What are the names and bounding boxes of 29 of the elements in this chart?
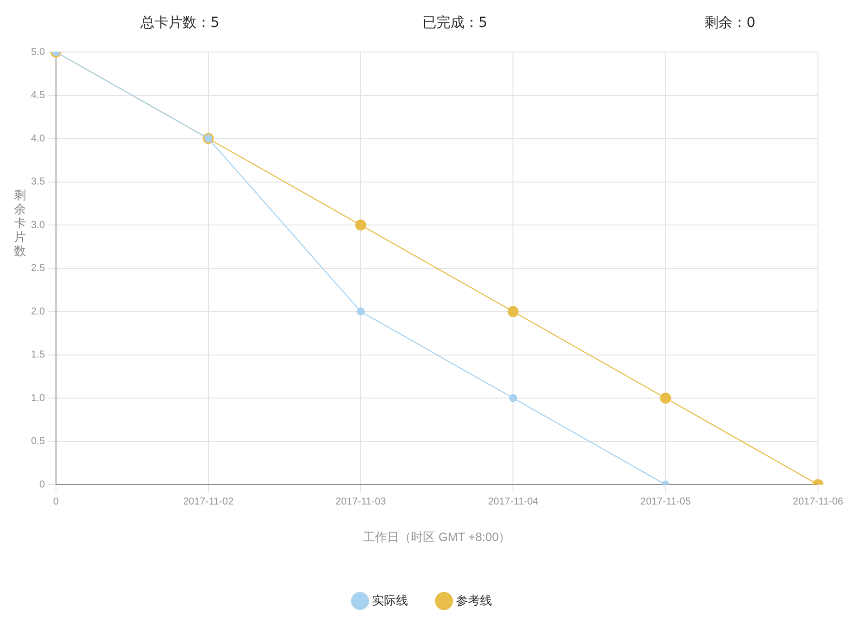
text: 总卡片数：5 (140, 14, 220, 32)
y-tick-label: 5.0 (30, 46, 46, 58)
x-tick-label: 2017-11-04 (488, 496, 539, 508)
y-tick-label: 0.5 (30, 436, 46, 448)
y-tick-label: 4.5 (30, 90, 46, 102)
point (356, 308, 365, 316)
x-tick-label: 2017-11-02 (183, 496, 234, 508)
text: 已完成：5 (422, 14, 488, 32)
x-tick-label: 0 (53, 496, 60, 508)
y-tick-label: 4.0 (30, 133, 46, 144)
legend-label: 参考线 (456, 593, 492, 608)
y-tick-label: 1.5 (30, 350, 46, 361)
y-tick-label: 2.5 (30, 263, 46, 274)
y-tick-label: 3.5 (30, 176, 46, 188)
legend-label: 实际线 (372, 593, 408, 608)
point (355, 220, 366, 231)
point (508, 306, 519, 318)
x-tick-label: 2017-11-05 (640, 496, 692, 508)
x-tick-label: 2017-11-06 (792, 496, 844, 508)
y-tick-label: 1.0 (30, 392, 46, 404)
y-tick-label: 3.0 (30, 220, 46, 231)
point (509, 394, 518, 402)
text: 剩余：0 (704, 14, 756, 32)
x-tick-label: 2017-11-03 (336, 496, 386, 508)
y-tick-label: 0 (39, 479, 46, 490)
x-axis-title: 工作日（时区 GMT +8:00） (363, 530, 511, 544)
y-axis-title: 剩余卡片数 (14, 188, 27, 258)
point (660, 392, 672, 404)
y-tick-label: 2.0 (30, 306, 46, 318)
